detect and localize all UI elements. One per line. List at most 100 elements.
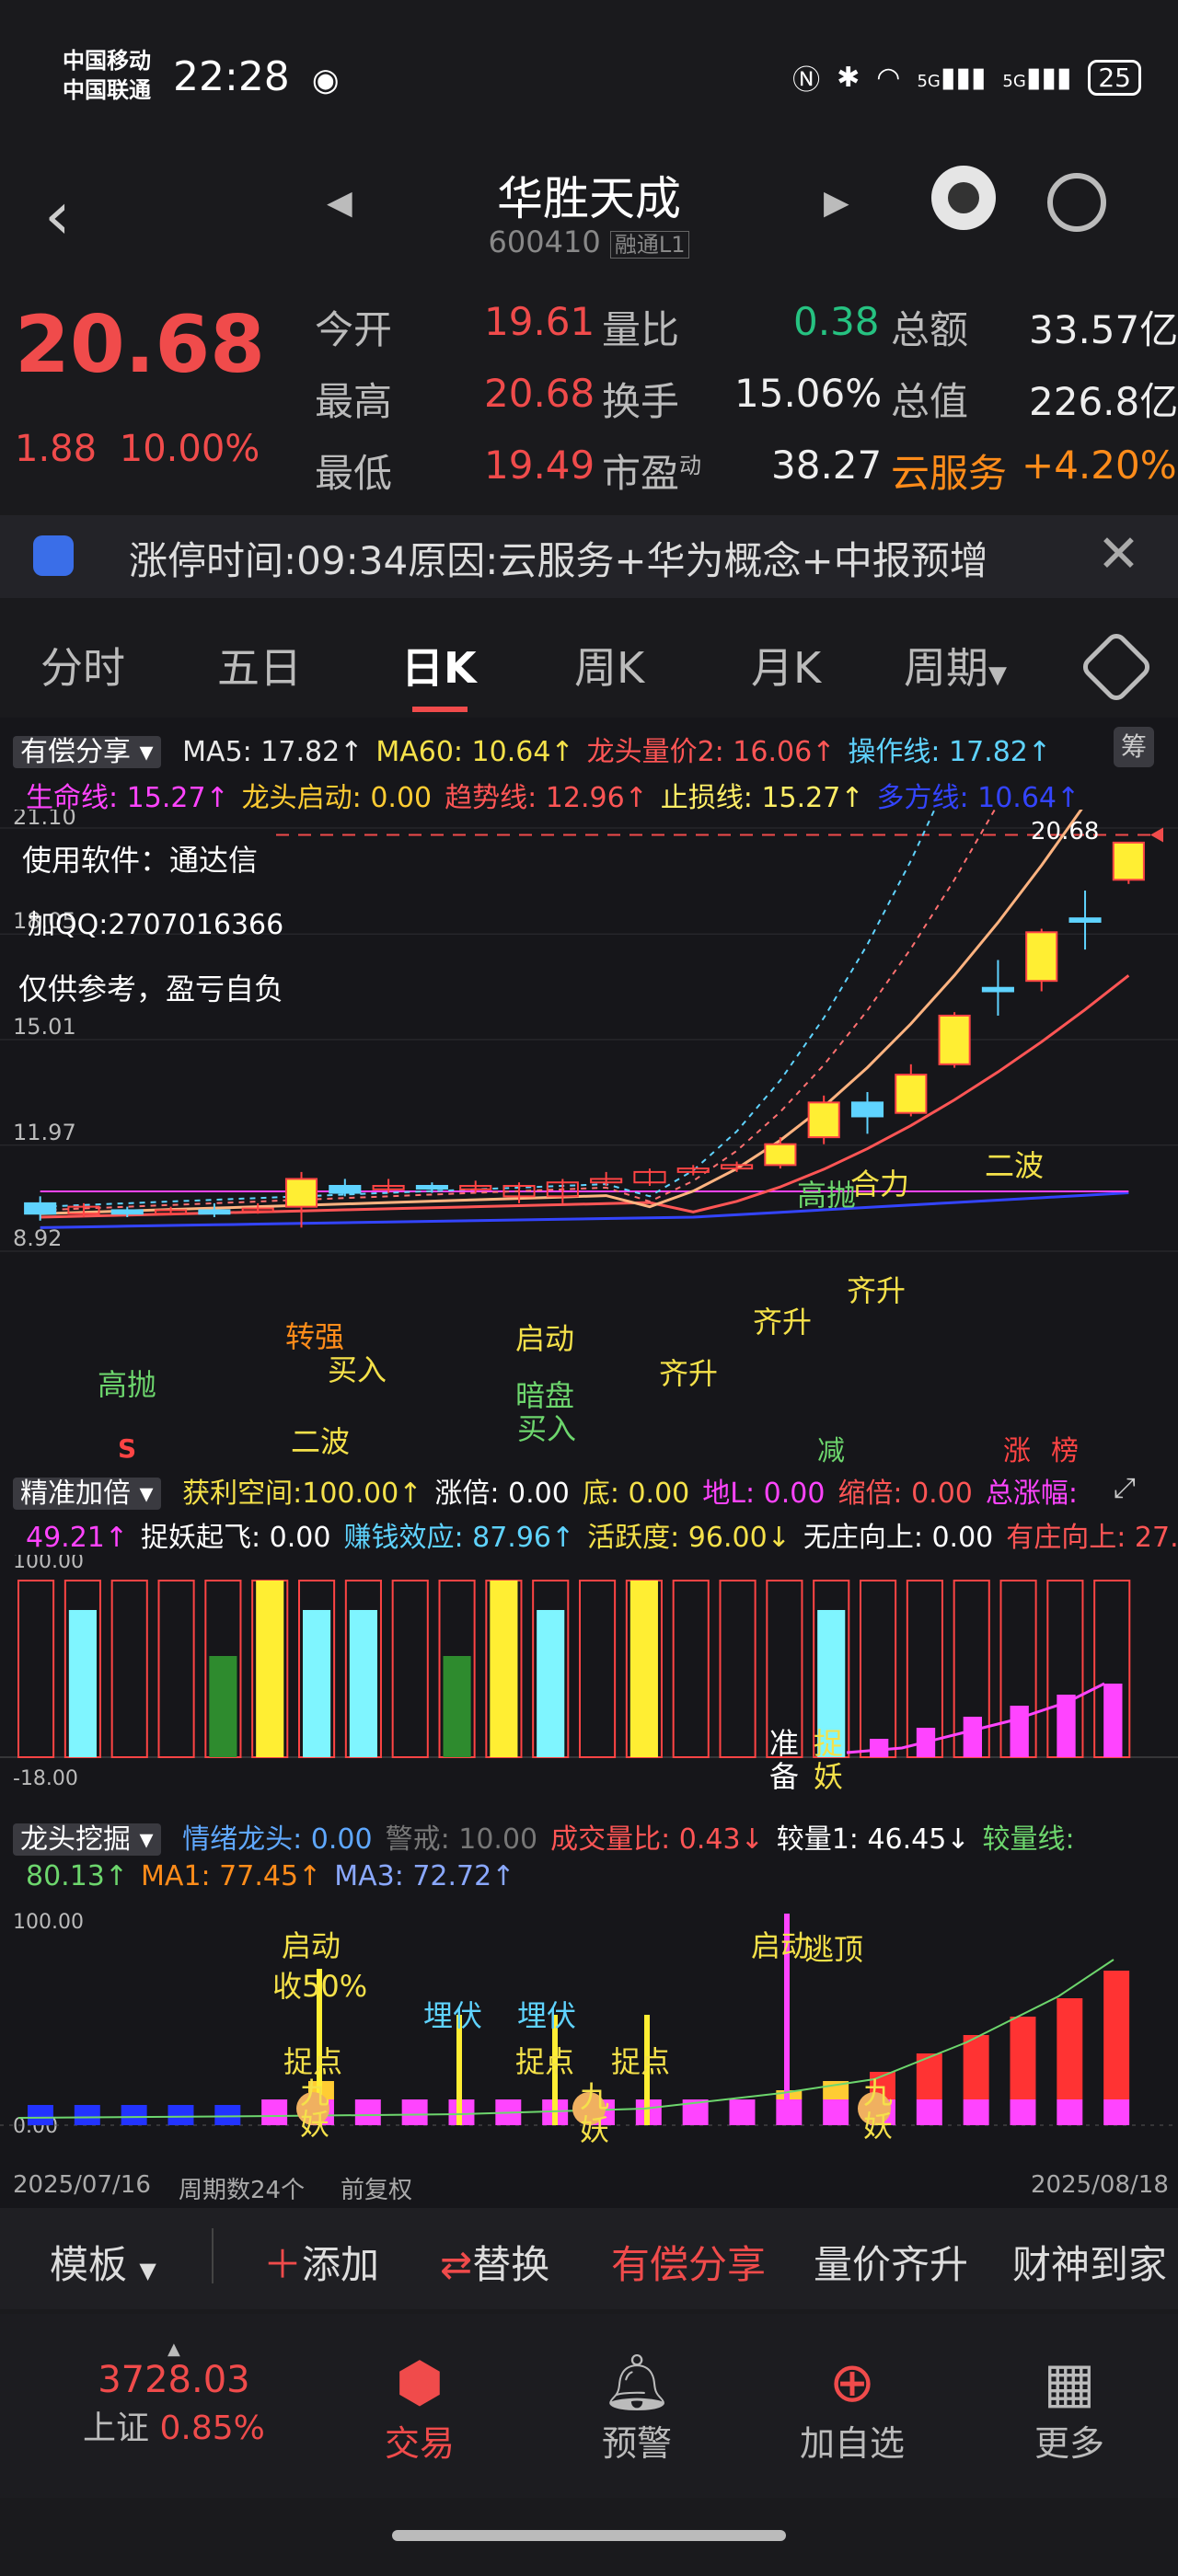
chevron-down-icon: ▼ — [139, 2258, 156, 2283]
annotation: 捉点 — [515, 2044, 575, 2079]
back-arrow-icon[interactable]: ‹ — [44, 177, 71, 254]
indicator-value: MA5: 17.82↑ — [182, 736, 364, 768]
value-volume-ratio: 0.38 — [793, 299, 880, 344]
volume-bar — [1057, 2099, 1083, 2125]
tab-period[interactable]: 周期▼ — [904, 643, 1007, 693]
close-icon[interactable]: ✕ — [1097, 524, 1140, 584]
tab-five-day[interactable]: 五日 — [217, 643, 302, 693]
bell-icon: 🔔︎ — [601, 2351, 673, 2415]
indicator-value: 趋势线: 12.96↑ — [445, 782, 648, 814]
nav-alert[interactable]: 🔔︎ 预警 — [545, 2351, 729, 2466]
tab-monthly-k[interactable]: 月K — [751, 643, 822, 693]
assistant-robot-icon[interactable] — [931, 166, 996, 230]
home-indicator[interactable] — [392, 2530, 786, 2541]
replace-indicator-button[interactable]: ⇄替换 — [440, 2242, 550, 2287]
indicator-value: 较量线: — [982, 1823, 1075, 1856]
panel3-chart[interactable]: 100.000.00 — [0, 1904, 1178, 2171]
stock-code-line: 600410 融通L1 — [0, 224, 1178, 259]
nav-trade[interactable]: ⬢ 交易 — [328, 2351, 512, 2466]
label-high: 最高 — [315, 379, 393, 424]
signal-bar — [629, 1581, 658, 1757]
indicator-value: MA3: 72.72↑ — [334, 1860, 515, 1892]
next-stock-icon[interactable]: ▶ — [824, 184, 849, 222]
index-widget[interactable]: ▲ 3728.03 上证 0.85% — [83, 2340, 265, 2449]
y-axis-label: 100.00 — [13, 1911, 84, 1934]
search-icon[interactable] — [1047, 173, 1106, 232]
indicator-value: 赚钱效应: 87.96↑ — [343, 1522, 575, 1554]
tab-daily-k[interactable]: 日K — [401, 643, 477, 693]
chart-area[interactable]: 有偿分享 ▾ MA5: 17.82↑ MA60: 10.64↑ 龙头量价2: 16.… — [0, 718, 1178, 2208]
indicator-value: 缩倍: 0.00 — [837, 1478, 973, 1510]
indicator-value: 49.21↑ — [26, 1522, 129, 1554]
indicator-value: 多方线: 10.64↑ — [876, 782, 1080, 814]
trend-line — [40, 974, 1130, 1219]
candlestick-chart[interactable]: 21.10 18.05 15.01 11.97 8.92 20.68 — [0, 810, 1178, 1260]
candle-body — [241, 1207, 274, 1213]
annotation: 埋伏 — [517, 1998, 577, 2033]
signal-bar-outline — [391, 1580, 429, 1758]
annotation: 九 — [863, 2076, 894, 2110]
annotation: 启动 — [282, 1928, 341, 1963]
expand-icon[interactable]: ⤢ — [1114, 1472, 1136, 1504]
add-indicator-button[interactable]: ＋添加 — [263, 2242, 380, 2287]
adjust-mode[interactable]: 前复权 — [341, 2177, 413, 2204]
watermark-3: 仅供参考，盈亏自负 — [18, 972, 284, 1006]
nav-add-watchlist[interactable]: ⊕ 加自选 — [760, 2351, 944, 2466]
date-end: 2025/08/18 — [1031, 2171, 1169, 2199]
indicator-value: 有庄向上: 27.0 — [1006, 1522, 1178, 1554]
label-turnover-amount: 总额 — [891, 307, 969, 352]
tab-intraday[interactable]: 分时 — [40, 643, 125, 693]
annotation: 妖 — [814, 1759, 844, 1794]
settings-icon[interactable] — [1078, 628, 1155, 706]
candle-body — [459, 1184, 492, 1190]
signal-bar — [443, 1656, 471, 1757]
indicator-fortune-tab[interactable]: 财神到家 — [1012, 2242, 1168, 2287]
value-turnover-rate: 15.06% — [734, 371, 883, 416]
toolbar-divider — [212, 2228, 214, 2283]
annotation: 买入 — [517, 1411, 577, 1446]
annotation: 二波 — [291, 1424, 351, 1459]
prev-stock-icon[interactable]: ◀ — [327, 184, 352, 222]
annotation: 埋伏 — [423, 1998, 483, 2033]
annotation: 启动 — [515, 1321, 575, 1356]
indicator-value: 止损线: 15.27↑ — [660, 782, 864, 814]
indicator-share-tab[interactable]: 有偿分享 — [611, 2242, 767, 2287]
limit-up-notice[interactable]: 涨停时间:09:34原因:云服务+华为概念+中报预增 ✕ — [0, 515, 1178, 598]
chip-distribution-button[interactable]: 筹 — [1114, 727, 1154, 767]
annotation: 妖 — [580, 2112, 610, 2147]
signal-bar — [349, 1610, 377, 1757]
annotation: 高抛 — [797, 1178, 857, 1213]
sector-change[interactable]: +4.20% — [1022, 443, 1177, 488]
volume-bar — [28, 2105, 53, 2125]
tab-weekly-k[interactable]: 周K — [574, 643, 645, 693]
template-button[interactable]: 模板 ▼ — [50, 2242, 156, 2287]
nav-more[interactable]: ▦ 更多 — [977, 2351, 1161, 2466]
index-line: 上证 0.85% — [83, 2409, 265, 2447]
annotation: 捉点 — [283, 2044, 343, 2079]
period-tabs: 分时 五日 日K 周K 月K 周期▼ — [0, 607, 1178, 718]
stock-name: 华胜天成 — [497, 172, 681, 225]
panel2-dropdown[interactable]: 精准加倍 ▾ — [13, 1478, 161, 1510]
panel2-line-1: 精准加倍 ▾ 获利空间:100.00↑ 涨倍: 0.00 底: 0.00 地L: 0.… — [13, 1470, 1078, 1511]
indicator-vp-tab[interactable]: 量价齐升 — [814, 2242, 969, 2287]
signal-bar — [537, 1610, 565, 1757]
quote-row-3: 最低 19.49 市盈动 38.27 云服务 +4.20% — [315, 443, 1177, 499]
candle-body — [67, 1205, 100, 1215]
volume-bar-top — [1103, 1971, 1130, 2099]
volume-bar — [1103, 2099, 1130, 2125]
sector-name[interactable]: 云服务 — [891, 451, 1008, 496]
watermark-1: 使用软件：通达信 — [22, 843, 259, 878]
notice-text: 涨停时间:09:34原因:云服务+华为概念+中报预增 — [129, 538, 988, 583]
label-open: 今开 — [315, 307, 393, 352]
panel2-chart[interactable]: 100.00 -18.00 — [0, 1555, 1178, 1794]
main-indicator-dropdown[interactable]: 有偿分享 ▾ — [13, 736, 161, 768]
volume-bar-top — [963, 2035, 989, 2099]
panel3-dropdown[interactable]: 龙头挖掘 ▾ — [13, 1823, 161, 1856]
candle-body — [895, 1074, 928, 1114]
candle-body — [1025, 931, 1058, 983]
stock-code: 600410 — [488, 224, 601, 259]
indicator-value: 操作线: 17.82↑ — [848, 736, 1052, 768]
chevron-down-icon: ▼ — [988, 661, 1007, 689]
momentum-line — [846, 1682, 1105, 1754]
indicator-value: MA1: 77.45↑ — [141, 1860, 322, 1892]
